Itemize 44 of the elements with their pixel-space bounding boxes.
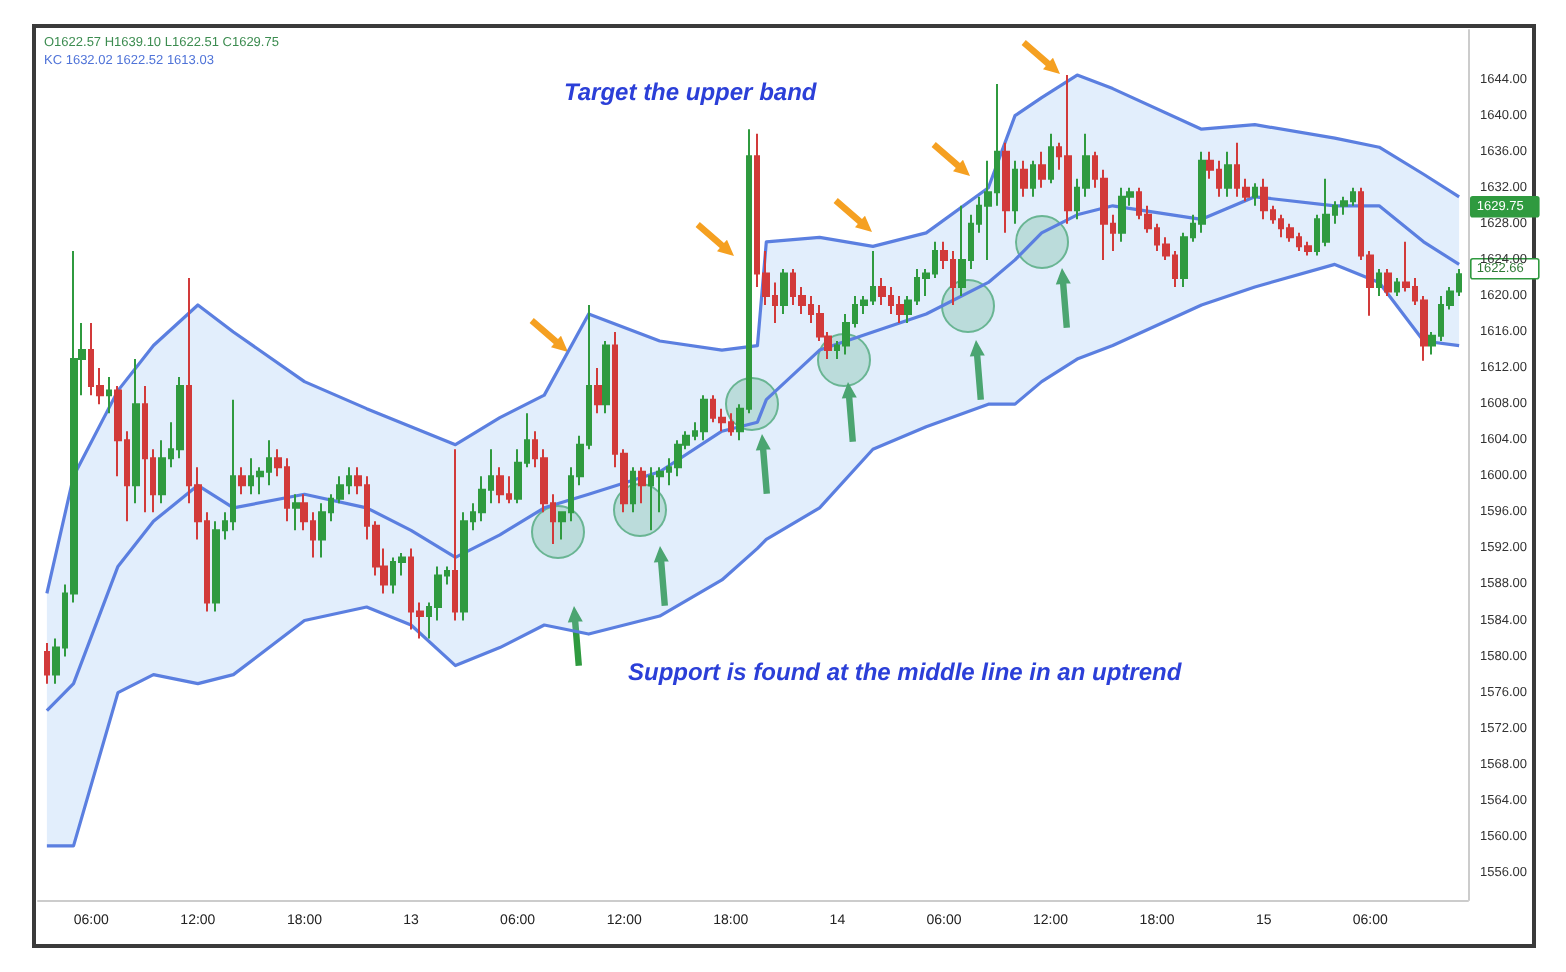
candlestick [1118, 186, 1126, 243]
candlestick [212, 520, 220, 613]
candlestick [1322, 177, 1330, 248]
candlestick [638, 466, 646, 505]
candlestick [496, 466, 504, 505]
candlestick [878, 276, 886, 306]
annotation: Target the upper band [564, 78, 818, 106]
candlestick [958, 204, 966, 297]
candlestick [1384, 267, 1392, 297]
candlestick [1376, 267, 1382, 297]
candlestick [1224, 150, 1232, 198]
candlestick [780, 267, 788, 315]
candlestick [594, 367, 602, 415]
candlestick [700, 394, 708, 442]
candlestick [1020, 159, 1028, 198]
candlestick [44, 642, 50, 685]
candlestick [1048, 132, 1054, 185]
candlestick [452, 448, 458, 622]
candlestick [630, 466, 636, 514]
candlestick [176, 376, 184, 460]
candlestick [1340, 195, 1348, 216]
candlestick [896, 294, 904, 325]
candlestick [292, 493, 300, 532]
candlestick [132, 358, 140, 505]
candlestick [1252, 182, 1258, 207]
candlestick [1304, 240, 1312, 257]
candlestick [238, 466, 246, 496]
candlestick [1198, 150, 1206, 234]
candlestick [1038, 150, 1046, 189]
candlestick [318, 502, 326, 559]
candlestick [1002, 141, 1010, 234]
candlestick [602, 340, 610, 415]
candlestick [460, 511, 468, 622]
candlestick [1064, 74, 1072, 225]
candlestick [1260, 177, 1268, 221]
candlestick [1286, 222, 1294, 243]
candlestick [106, 376, 112, 415]
candlestick [674, 439, 682, 478]
annotation: Support is found at the middle line in an uptrend [628, 658, 1183, 686]
candlestick [1030, 159, 1036, 198]
candlestick [1394, 276, 1400, 297]
candlestick [1012, 159, 1018, 225]
candlestick [142, 385, 148, 514]
candlestick [230, 398, 236, 532]
